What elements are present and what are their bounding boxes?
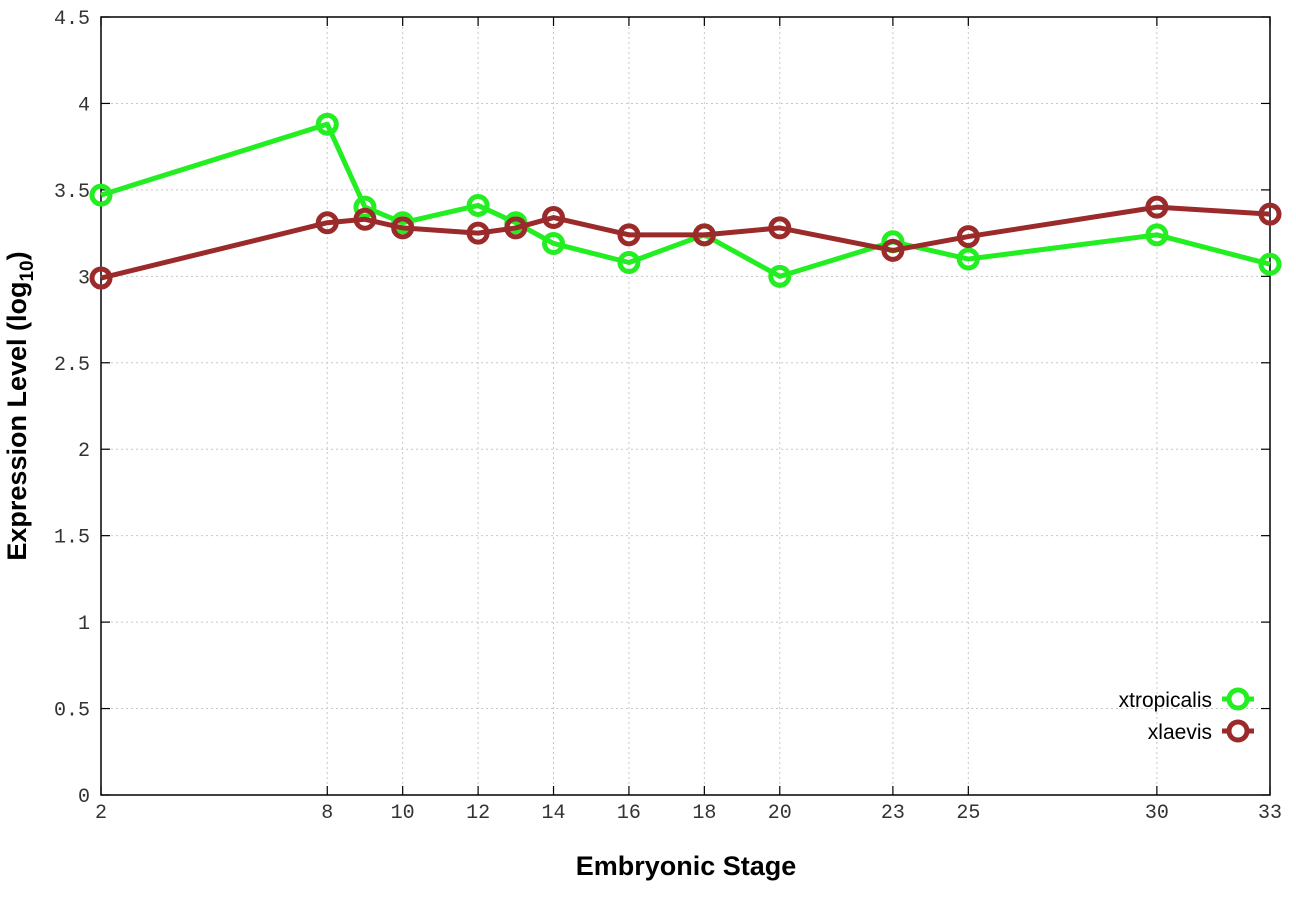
y-tick-label: 0 — [78, 786, 90, 809]
series-xlaevis — [89, 195, 1282, 290]
legend: xtropicalis xlaevis — [1119, 687, 1254, 744]
data-point-xlaevis — [617, 223, 641, 247]
y-axis-title-close: ) — [2, 251, 32, 260]
data-point-xtropicalis — [353, 195, 377, 219]
data-point-xtropicalis — [315, 112, 339, 136]
x-tick-label: 25 — [956, 802, 980, 825]
x-tick-label: 20 — [768, 802, 792, 825]
x-tick-label: 33 — [1258, 802, 1282, 825]
x-tick-label: 14 — [542, 802, 566, 825]
data-point-xlaevis — [466, 221, 490, 245]
x-tick-label: 16 — [617, 802, 641, 825]
data-point-xtropicalis — [89, 183, 113, 207]
data-point-xlaevis — [542, 206, 566, 230]
x-tick-label: 2 — [95, 802, 107, 825]
series-xtropicalis — [89, 112, 1282, 288]
y-tick-label: 1.5 — [54, 527, 90, 550]
y-tick-label: 3.5 — [54, 181, 90, 204]
x-axis: 2 8 10 12 14 16 18 20 23 25 30 33 — [95, 17, 1282, 825]
data-point-xlaevis — [881, 238, 905, 262]
data-point-xtropicalis — [617, 251, 641, 275]
y-tick-label: 4 — [78, 94, 90, 117]
y-tick-label: 2 — [78, 440, 90, 463]
data-point-xlaevis — [956, 225, 980, 249]
y-tick-label: 1 — [78, 613, 90, 636]
data-point-xlaevis — [315, 211, 339, 235]
series-line-xtropicalis — [100, 121, 1271, 279]
x-tick-label: 12 — [466, 802, 490, 825]
y-axis-title-main: Expression Level (log — [2, 282, 32, 561]
x-tick-label: 23 — [881, 802, 905, 825]
x-axis-title: Embryonic Stage — [576, 851, 797, 881]
y-tick-label: 3 — [78, 267, 90, 290]
x-tick-label: 18 — [692, 802, 716, 825]
data-point-xtropicalis — [1258, 252, 1282, 276]
y-axis-title-subscript: 10 — [17, 260, 38, 281]
data-point-xlaevis — [692, 223, 716, 247]
data-point-xtropicalis — [768, 264, 792, 288]
data-point-xlaevis — [1145, 195, 1169, 219]
series-line-xlaevis — [100, 204, 1271, 281]
data-point-xtropicalis — [956, 247, 980, 271]
data-point-xtropicalis — [1145, 223, 1169, 247]
y-axis-title: Expression Level (log10) — [2, 251, 38, 560]
data-point-xlaevis — [1258, 202, 1282, 226]
plot-frame — [100, 16, 1271, 796]
y-tick-label: 0.5 — [54, 700, 90, 723]
data-point-xlaevis — [353, 207, 377, 231]
data-point-xlaevis — [504, 216, 528, 240]
legend-entry-xlaevis: xlaevis — [1148, 719, 1254, 744]
y-tick-label: 4.5 — [54, 8, 90, 31]
legend-marker-xtropicalis — [1226, 687, 1250, 711]
legend-marker-xlaevis — [1226, 719, 1250, 743]
legend-label-xtropicalis: xtropicalis — [1119, 689, 1212, 712]
data-point-xtropicalis — [542, 231, 566, 255]
legend-label-xlaevis: xlaevis — [1148, 721, 1212, 744]
x-tick-label: 10 — [391, 802, 415, 825]
x-tick-label: 8 — [321, 802, 333, 825]
y-tick-label: 2.5 — [54, 354, 90, 377]
grid — [101, 17, 1270, 795]
data-point-xlaevis — [391, 216, 415, 240]
legend-entry-xtropicalis: xtropicalis — [1119, 687, 1254, 712]
x-tick-label: 30 — [1145, 802, 1169, 825]
series-layer — [89, 112, 1282, 290]
data-point-xtropicalis — [466, 193, 490, 217]
data-point-xlaevis — [768, 216, 792, 240]
y-axis: 0 0.5 1 1.5 2 2.5 3 3.5 4 4.5 — [54, 8, 1270, 809]
data-point-xlaevis — [89, 266, 113, 290]
